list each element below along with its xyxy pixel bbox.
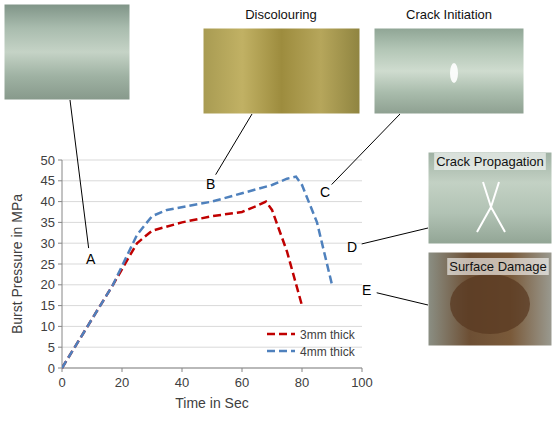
photo <box>203 28 360 114</box>
plot-area <box>62 177 332 368</box>
leader-line <box>332 114 400 185</box>
y-tick <box>58 180 62 181</box>
annotation-label: B <box>206 176 215 192</box>
photo <box>4 4 130 100</box>
x-tick-label: 40 <box>175 375 189 390</box>
y-tick-label: 50 <box>41 153 55 168</box>
x-tick-label: 0 <box>58 375 65 390</box>
y-tick-label: 25 <box>41 257 55 272</box>
annotation-label: D <box>347 239 357 255</box>
leader-line <box>70 100 89 248</box>
y-tick <box>58 201 62 202</box>
caption-patch <box>447 258 549 275</box>
caption-patch <box>434 153 546 170</box>
x-tick <box>182 368 183 372</box>
legend-swatch <box>267 350 295 353</box>
damage <box>450 274 530 334</box>
y-axis-title: Burst Pressure in MPa <box>9 194 25 334</box>
crack <box>450 63 458 83</box>
grid-line <box>62 264 362 265</box>
y-tick <box>58 326 62 327</box>
x-tick <box>362 368 363 372</box>
grid-line <box>62 201 362 202</box>
legend-swatch <box>267 333 295 336</box>
legend-label: 4mm thick <box>300 345 356 359</box>
crack <box>477 182 505 232</box>
x-tick-label: 100 <box>351 375 373 390</box>
series-line <box>62 202 302 368</box>
y-tick <box>58 284 62 285</box>
x-tick <box>242 368 243 372</box>
caption: Discolouring <box>245 7 317 22</box>
x-tick <box>62 368 63 372</box>
leader-line <box>362 228 428 244</box>
y-tick-label: 20 <box>41 277 55 292</box>
grid-line <box>62 368 362 369</box>
photo <box>428 252 552 346</box>
x-tick-label: 20 <box>115 375 129 390</box>
y-tick-label: 45 <box>41 173 55 188</box>
grid-line <box>62 160 362 161</box>
x-tick-label: 60 <box>235 375 249 390</box>
legend-label: 3mm thick <box>300 328 356 342</box>
y-tick-label: 5 <box>48 340 55 355</box>
leader-line <box>216 114 252 175</box>
x-axis-title: Time in Sec <box>175 395 248 411</box>
y-tick-label: 15 <box>41 298 55 313</box>
y-tick-label: 10 <box>41 319 55 334</box>
y-tick <box>58 222 62 223</box>
x-axis <box>62 368 362 369</box>
grid-line <box>62 284 362 285</box>
y-tick-label: 40 <box>41 194 55 209</box>
photo <box>428 152 552 244</box>
y-tick <box>58 347 62 348</box>
chart: 0 5 10 15 20 25 30 35 40 45 50 0 20 40 60 80 100 Time in … <box>0 0 556 426</box>
annotation-label: E <box>362 282 371 298</box>
y-axis <box>62 160 63 368</box>
photo <box>374 28 524 114</box>
y-tick-label: 30 <box>41 236 55 251</box>
x-tick <box>302 368 303 372</box>
y-tick <box>58 160 62 161</box>
y-tick <box>58 368 62 369</box>
y-tick <box>58 305 62 306</box>
caption: Crack Initiation <box>406 7 492 22</box>
annotation-label: C <box>320 184 330 200</box>
leader-line <box>377 293 428 305</box>
y-tick-label: 0 <box>48 361 55 376</box>
x-tick <box>122 368 123 372</box>
y-tick-label: 35 <box>41 215 55 230</box>
caption: Surface Damage <box>449 259 547 274</box>
y-tick <box>58 243 62 244</box>
y-tick <box>58 264 62 265</box>
annotation-label: A <box>86 251 96 267</box>
grid-line <box>62 243 362 244</box>
caption: Crack Propagation <box>436 154 544 169</box>
x-tick-label: 80 <box>295 375 309 390</box>
series-line <box>62 177 332 368</box>
grid-line <box>62 305 362 306</box>
